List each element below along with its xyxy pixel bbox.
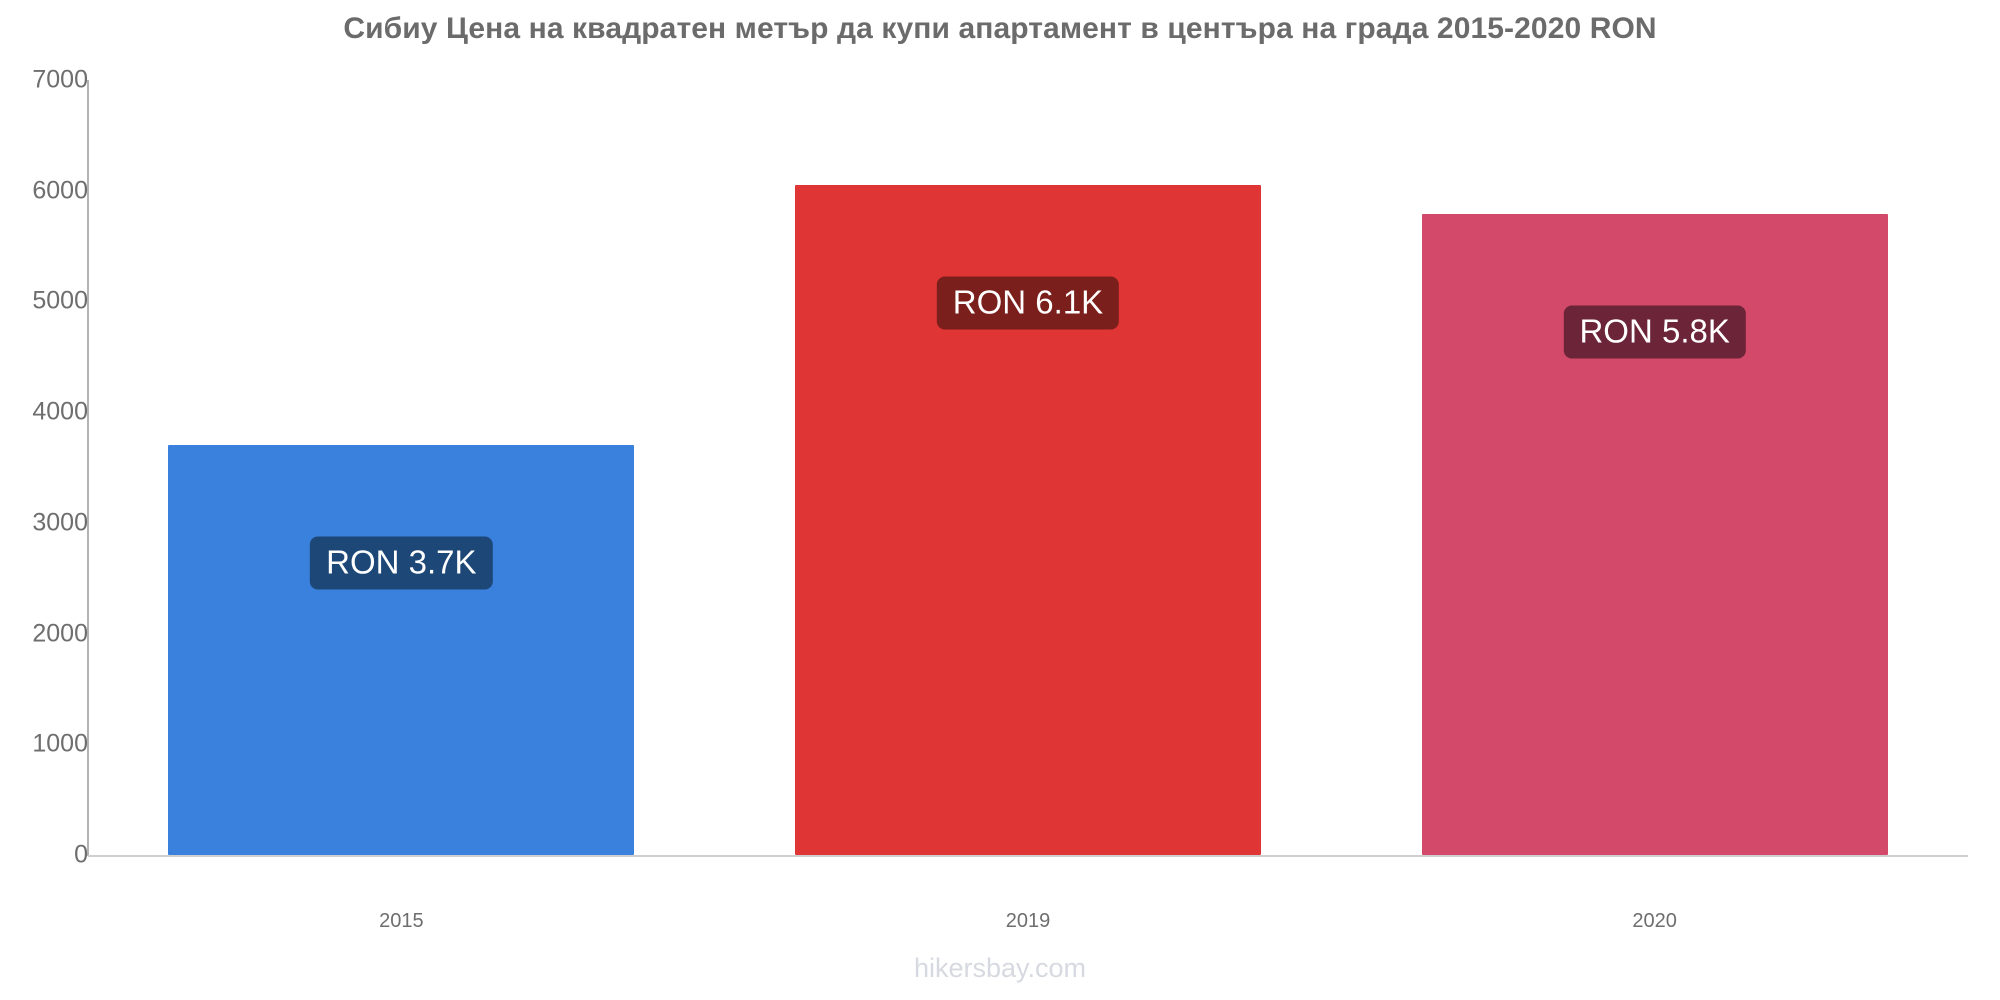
- chart-title: Сибиу Цена на квадратен метър да купи ап…: [343, 12, 1657, 45]
- bar-value-badge: RON 6.1K: [936, 276, 1120, 330]
- y-tick-label: 1000: [32, 729, 88, 758]
- bar-value-badge: RON 5.8K: [1563, 305, 1746, 359]
- y-axis-tick-labels: 7000 6000 5000 4000 3000 2000 1000 0: [0, 0, 88, 1000]
- bars-layer: [88, 80, 1968, 855]
- y-axis-line: [87, 80, 89, 856]
- y-tick-label: 3000: [32, 508, 88, 537]
- x-tick-label: 2015: [379, 910, 424, 932]
- x-tick-label: 2019: [1005, 910, 1051, 932]
- y-tick-label: 4000: [32, 397, 88, 426]
- bar[interactable]: [168, 445, 635, 855]
- bar-value-badge: RON 3.7K: [310, 536, 493, 590]
- x-tick-label: 2020: [1632, 910, 1677, 932]
- y-tick-label: 6000: [32, 176, 88, 205]
- footer-watermark: hikersbay.com: [913, 953, 1087, 983]
- y-tick-label: 7000: [32, 65, 88, 94]
- y-tick-label: 0: [74, 840, 88, 869]
- y-tick-label: 5000: [32, 286, 88, 315]
- y-tick-label: 2000: [32, 619, 88, 648]
- x-axis-baseline: [88, 855, 1968, 857]
